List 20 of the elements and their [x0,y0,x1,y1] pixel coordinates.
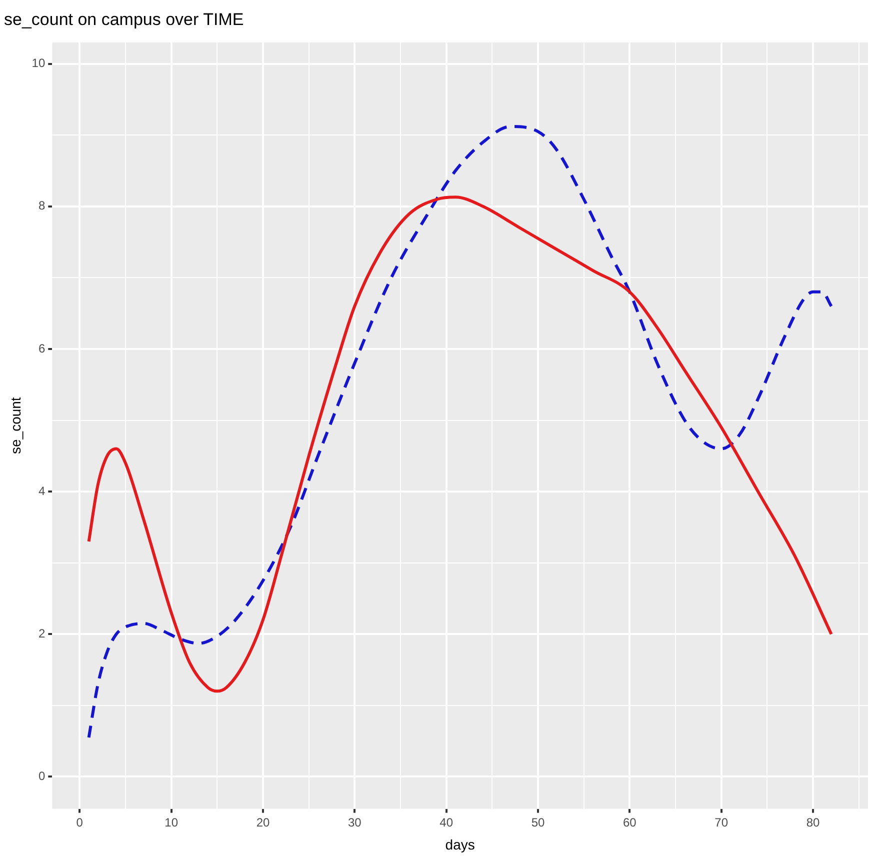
y-tick-label: 10 [32,56,46,70]
x-tick-label: 30 [348,815,362,830]
x-tick-label: 80 [806,815,820,830]
line-series [87,125,833,740]
y-tick-label: 0 [38,769,46,784]
x-tick-label: 50 [531,815,545,830]
line-series [87,196,833,693]
y-tick-label: 8 [38,198,46,213]
y-axis-title: se_count [7,397,24,454]
y-tick-label: 4 [38,484,46,498]
x-tick-label: 10 [164,815,178,830]
y-tick-label: 6 [38,341,46,356]
x-tick-label: 20 [256,815,270,830]
x-tick-label: 70 [714,815,728,830]
x-tick-label: 0 [76,815,84,830]
x-tick-label: 40 [440,815,454,830]
y-tick-label: 2 [38,626,46,640]
x-tick-label: 60 [622,815,637,830]
x-axis-title: days [445,836,475,852]
chart-title: se_count on campus over TIME [4,10,244,29]
